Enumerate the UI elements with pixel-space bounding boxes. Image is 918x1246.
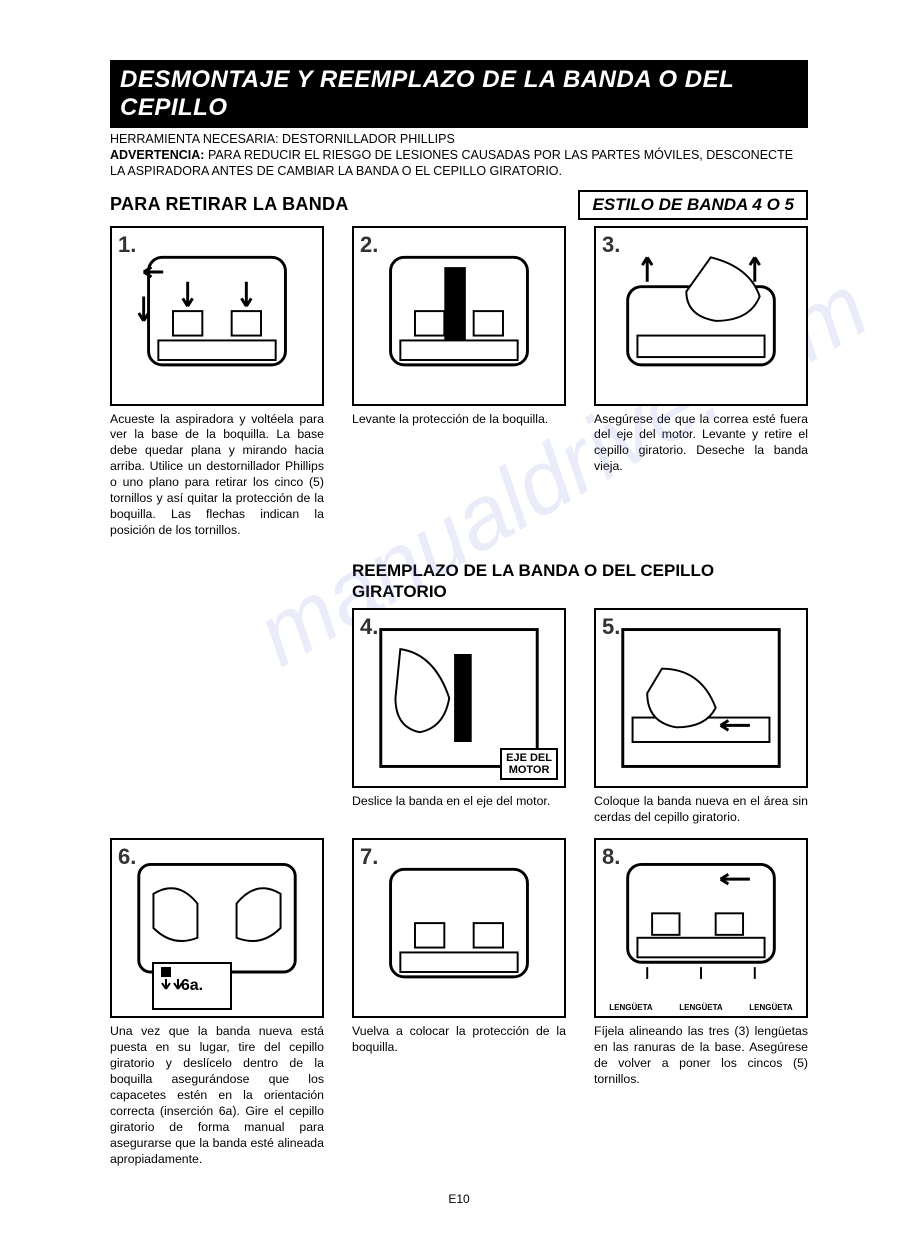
page-title-bar: DESMONTAJE Y REEMPLAZO DE LA BANDA O DEL…: [110, 60, 808, 128]
figure-number: 6.: [118, 844, 136, 870]
tab-labels: LENGÜETA LENGÜETA LENGÜETA: [596, 1003, 806, 1012]
caption-2: Levante la protección de la boquilla.: [352, 412, 566, 428]
tab-label: LENGÜETA: [609, 1003, 652, 1012]
figure-number: 5.: [602, 614, 620, 640]
figure-number: 4.: [360, 614, 378, 640]
figure-5: 5.: [594, 608, 808, 788]
figure-grid-row2: REEMPLAZO DE LA BANDA O DEL CEPILLO GIRA…: [110, 551, 808, 826]
motor-shaft-label: EJE DEL MOTOR: [500, 748, 558, 780]
tool-label: HERRAMIENTA NECESARIA:: [110, 132, 279, 146]
step-3: 3. Asegúrese de que la correa esté fuera…: [594, 226, 808, 540]
vacuum-base-tabs-icon: [596, 840, 806, 1016]
section2-heading-wrap: REEMPLAZO DE LA BANDA O DEL CEPILLO GIRA…: [352, 551, 808, 826]
figure-number: 1.: [118, 232, 136, 258]
figure-number: 8.: [602, 844, 620, 870]
figure-4: 4. EJE DEL MOTOR: [352, 608, 566, 788]
vacuum-base-icon: [112, 228, 322, 404]
tool-value: DESTORNILLADOR PHILLIPS: [282, 132, 455, 146]
caption-8: Fíjela alineando las tres (3) lengüetas …: [594, 1024, 808, 1088]
belt-style-box: ESTILO DE BANDA 4 O 5: [578, 190, 808, 220]
figure-3: 3.: [594, 226, 808, 406]
warning-label: ADVERTENCIA:: [110, 148, 204, 162]
step-5: 5. Coloque la banda nueva en el área sin…: [594, 608, 808, 826]
step-4: 4. EJE DEL MOTOR Deslice la banda en el …: [352, 608, 566, 826]
section1-heading: PARA RETIRAR LA BANDA: [110, 194, 349, 215]
step-7: 7. Vuelva a colocar la protección de la …: [352, 838, 566, 1168]
caption-4: Deslice la banda en el eje del motor.: [352, 794, 566, 810]
hand-removing-brush-icon: [596, 228, 806, 404]
figure-number: 2.: [360, 232, 378, 258]
tab-label: LENGÜETA: [679, 1003, 722, 1012]
caption-7: Vuelva a colocar la protección de la boq…: [352, 1024, 566, 1056]
figure-2: 2.: [352, 226, 566, 406]
section2-heading: REEMPLAZO DE LA BANDA O DEL CEPILLO GIRA…: [352, 561, 808, 602]
inset-6a: 6a.: [152, 962, 232, 1010]
figure-number: 7.: [360, 844, 378, 870]
vacuum-base-icon: [354, 228, 564, 404]
figure-1: 1.: [110, 226, 324, 406]
figure-8: 8. LENGÜETA LENGÜETA LENGÜETA: [594, 838, 808, 1018]
hand-belt-brush-icon: [596, 610, 806, 786]
figure-6: 6. 6a.: [110, 838, 324, 1018]
page-number: E10: [110, 1192, 808, 1206]
tool-line: HERRAMIENTA NECESARIA: DESTORNILLADOR PH…: [110, 132, 808, 146]
vacuum-base-icon: [354, 840, 564, 1016]
step-6: 6. 6a. Una vez que la banda nueva está p…: [110, 838, 324, 1168]
figure-grid-row1: 1. Acueste la aspiradora y voltéela para…: [110, 226, 808, 540]
caption-1: Acueste la aspiradora y voltéela para ve…: [110, 412, 324, 540]
down-arrows-icon: [158, 964, 234, 1008]
warning-line: ADVERTENCIA: PARA REDUCIR EL RIESGO DE L…: [110, 147, 808, 180]
figure-grid-row3: 6. 6a. Una vez que la banda nueva está p…: [110, 838, 808, 1168]
spacer: [110, 551, 324, 826]
step-2: 2. Levante la protección de la boquilla.: [352, 226, 566, 540]
step-8: 8. LENGÜETA LENGÜETA LENGÜETA Fíjela ali…: [594, 838, 808, 1168]
warning-text: PARA REDUCIR EL RIESGO DE LESIONES CAUSA…: [110, 148, 793, 178]
caption-6: Una vez que la banda nueva está puesta e…: [110, 1024, 324, 1168]
caption-3: Asegúrese de que la correa esté fuera de…: [594, 412, 808, 476]
step-1: 1. Acueste la aspiradora y voltéela para…: [110, 226, 324, 540]
figure-7: 7.: [352, 838, 566, 1018]
figure-number: 3.: [602, 232, 620, 258]
tab-label: LENGÜETA: [749, 1003, 792, 1012]
caption-5: Coloque la banda nueva en el área sin ce…: [594, 794, 808, 826]
section-header-row: PARA RETIRAR LA BANDA ESTILO DE BANDA 4 …: [110, 190, 808, 220]
